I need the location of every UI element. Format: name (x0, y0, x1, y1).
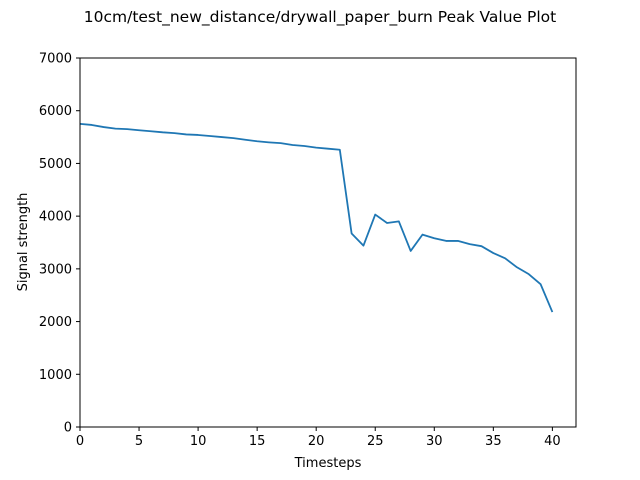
chart-title: 10cm/test_new_distance/drywall_paper_bur… (84, 8, 556, 27)
y-tick-label: 3000 (39, 262, 72, 277)
x-tick-label: 20 (308, 434, 325, 449)
x-axis-label: Timesteps (294, 456, 362, 471)
y-tick-label: 2000 (39, 315, 72, 330)
y-tick-label: 6000 (39, 104, 72, 119)
x-tick-label: 5 (135, 434, 143, 449)
y-tick-label: 1000 (39, 368, 72, 383)
x-tick-label: 30 (426, 434, 443, 449)
x-axis-ticks: 0 5 10 15 20 25 30 35 40 (76, 427, 561, 449)
y-tick-label: 7000 (39, 52, 72, 67)
y-tick-label: 4000 (39, 210, 72, 225)
y-axis-label: Signal strength (16, 193, 31, 292)
y-axis-ticks: 0 1000 2000 3000 4000 5000 6000 7000 (39, 52, 80, 436)
x-tick-label: 25 (367, 434, 384, 449)
plot-area-frame (79, 57, 577, 428)
x-tick-label: 15 (249, 434, 266, 449)
x-tick-label: 0 (76, 434, 84, 449)
y-tick-label: 5000 (39, 157, 72, 172)
series-line (79, 122, 554, 313)
x-tick-label: 35 (485, 434, 502, 449)
y-tick-label: 0 (64, 421, 72, 436)
x-tick-label: 40 (544, 434, 561, 449)
x-tick-label: 10 (190, 434, 207, 449)
